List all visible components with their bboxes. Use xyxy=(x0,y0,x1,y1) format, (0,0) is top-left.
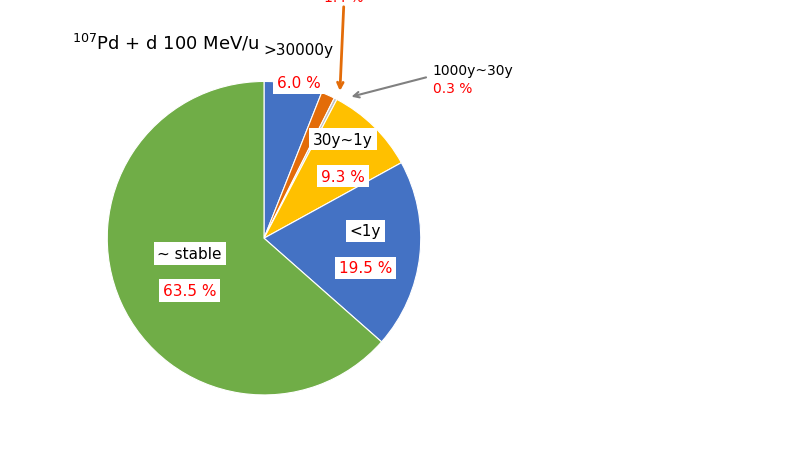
Text: ~ stable: ~ stable xyxy=(158,246,222,261)
Wedge shape xyxy=(107,82,382,395)
Text: 0.3 %: 0.3 % xyxy=(433,82,472,96)
Wedge shape xyxy=(264,100,402,239)
Wedge shape xyxy=(264,82,322,239)
Text: 9.3 %: 9.3 % xyxy=(321,169,365,184)
Text: 19.5 %: 19.5 % xyxy=(338,261,392,276)
Text: 1.4 %: 1.4 % xyxy=(324,0,363,5)
Text: 1000y~30y: 1000y~30y xyxy=(433,64,514,78)
Wedge shape xyxy=(264,99,337,239)
Wedge shape xyxy=(264,163,421,342)
Text: $^{107}$Pd + d 100 MeV/u: $^{107}$Pd + d 100 MeV/u xyxy=(72,32,259,53)
Text: 6.0 %: 6.0 % xyxy=(277,76,321,91)
Text: <1y: <1y xyxy=(350,224,381,239)
Text: 63.5 %: 63.5 % xyxy=(163,283,217,298)
Text: 30y~1y: 30y~1y xyxy=(313,132,373,147)
Wedge shape xyxy=(264,93,334,239)
Text: >30000y: >30000y xyxy=(264,42,334,57)
